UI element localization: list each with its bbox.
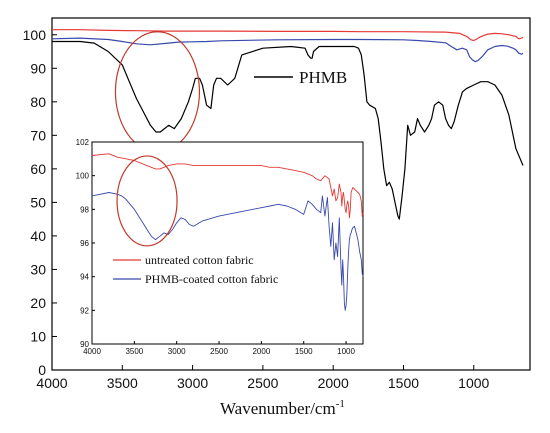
phmb-line [52, 40, 524, 220]
inset-axis-ticks: 4000 3500 3000 2500 2000 1500 1000 90 92 94 96 98 10… [76, 138, 356, 356]
x-tick-label: 2000 [318, 375, 349, 391]
y-tick-label: 98 [80, 205, 89, 214]
series-2-line [51, 37, 524, 63]
main-highlight-ellipse [114, 31, 201, 153]
y-tick-label: 50 [30, 194, 46, 210]
y-tick-label: 20 [30, 295, 46, 311]
x-tick-label: 1500 [388, 375, 419, 391]
y-tick-label: 30 [30, 261, 46, 277]
main-legend-label: PHMB [299, 68, 347, 87]
series-1-line [52, 29, 524, 42]
x-tick-label: 2000 [252, 347, 270, 356]
y-tick-label: 70 [30, 127, 46, 143]
x-tick-label: 3500 [125, 347, 143, 356]
y-tick-label: 100 [23, 27, 47, 43]
y-tick-label: 90 [80, 340, 89, 349]
y-tick-label: 60 [30, 161, 46, 177]
y-tick-label: 92 [80, 306, 89, 315]
y-tick-label: 40 [30, 228, 46, 244]
y-tick-label: 80 [30, 94, 46, 110]
x-tick-label: 2500 [210, 347, 228, 356]
y-tick-label: 0 [38, 362, 46, 378]
x-tick-label: 4000 [36, 375, 67, 391]
inset-legend-label-untreated: untreated cotton fabric [145, 253, 254, 267]
y-tick-label: 96 [80, 239, 89, 248]
x-tick-label: 3000 [168, 347, 186, 356]
inset-highlight-ellipse [116, 155, 178, 247]
y-tick-label: 94 [80, 273, 89, 282]
highlight-ellipse [114, 31, 201, 153]
x-tick-label: 3500 [107, 375, 138, 391]
inset-background [92, 142, 363, 344]
x-tick-label: 3000 [177, 375, 208, 391]
y-tick-label: 90 [30, 60, 46, 76]
x-tick-label: 1500 [295, 347, 313, 356]
inset-series-group [91, 153, 364, 311]
main-plot-frame [51, 17, 531, 371]
x-axis-label: Wavenumber/cm-1 [220, 398, 345, 418]
x-tick-label: 1000 [458, 375, 489, 391]
main-axis-ticks: 4000 3500 3000 2500 2000 1500 1000 0 10 20 30 40 50 6… [23, 27, 490, 391]
untreated-cotton-fabric-line [91, 153, 364, 219]
x-axis-label-superscript: -1 [336, 398, 345, 410]
y-tick-label: 102 [76, 138, 90, 147]
phmb-coated-cotton-fabric-line [91, 192, 364, 311]
inset-legend-label-coated: PHMB-coated cotton fabric [145, 272, 278, 286]
x-axis-label-text: Wavenumber/cm [220, 399, 336, 418]
x-tick-label: 2500 [247, 375, 278, 391]
x-tick-label: 4000 [83, 347, 101, 356]
highlight-ellipse [116, 155, 178, 247]
y-tick-label: 100 [76, 172, 90, 181]
main-series-group [51, 29, 524, 220]
y-tick-label: 10 [30, 328, 46, 344]
x-tick-label: 1000 [337, 347, 355, 356]
